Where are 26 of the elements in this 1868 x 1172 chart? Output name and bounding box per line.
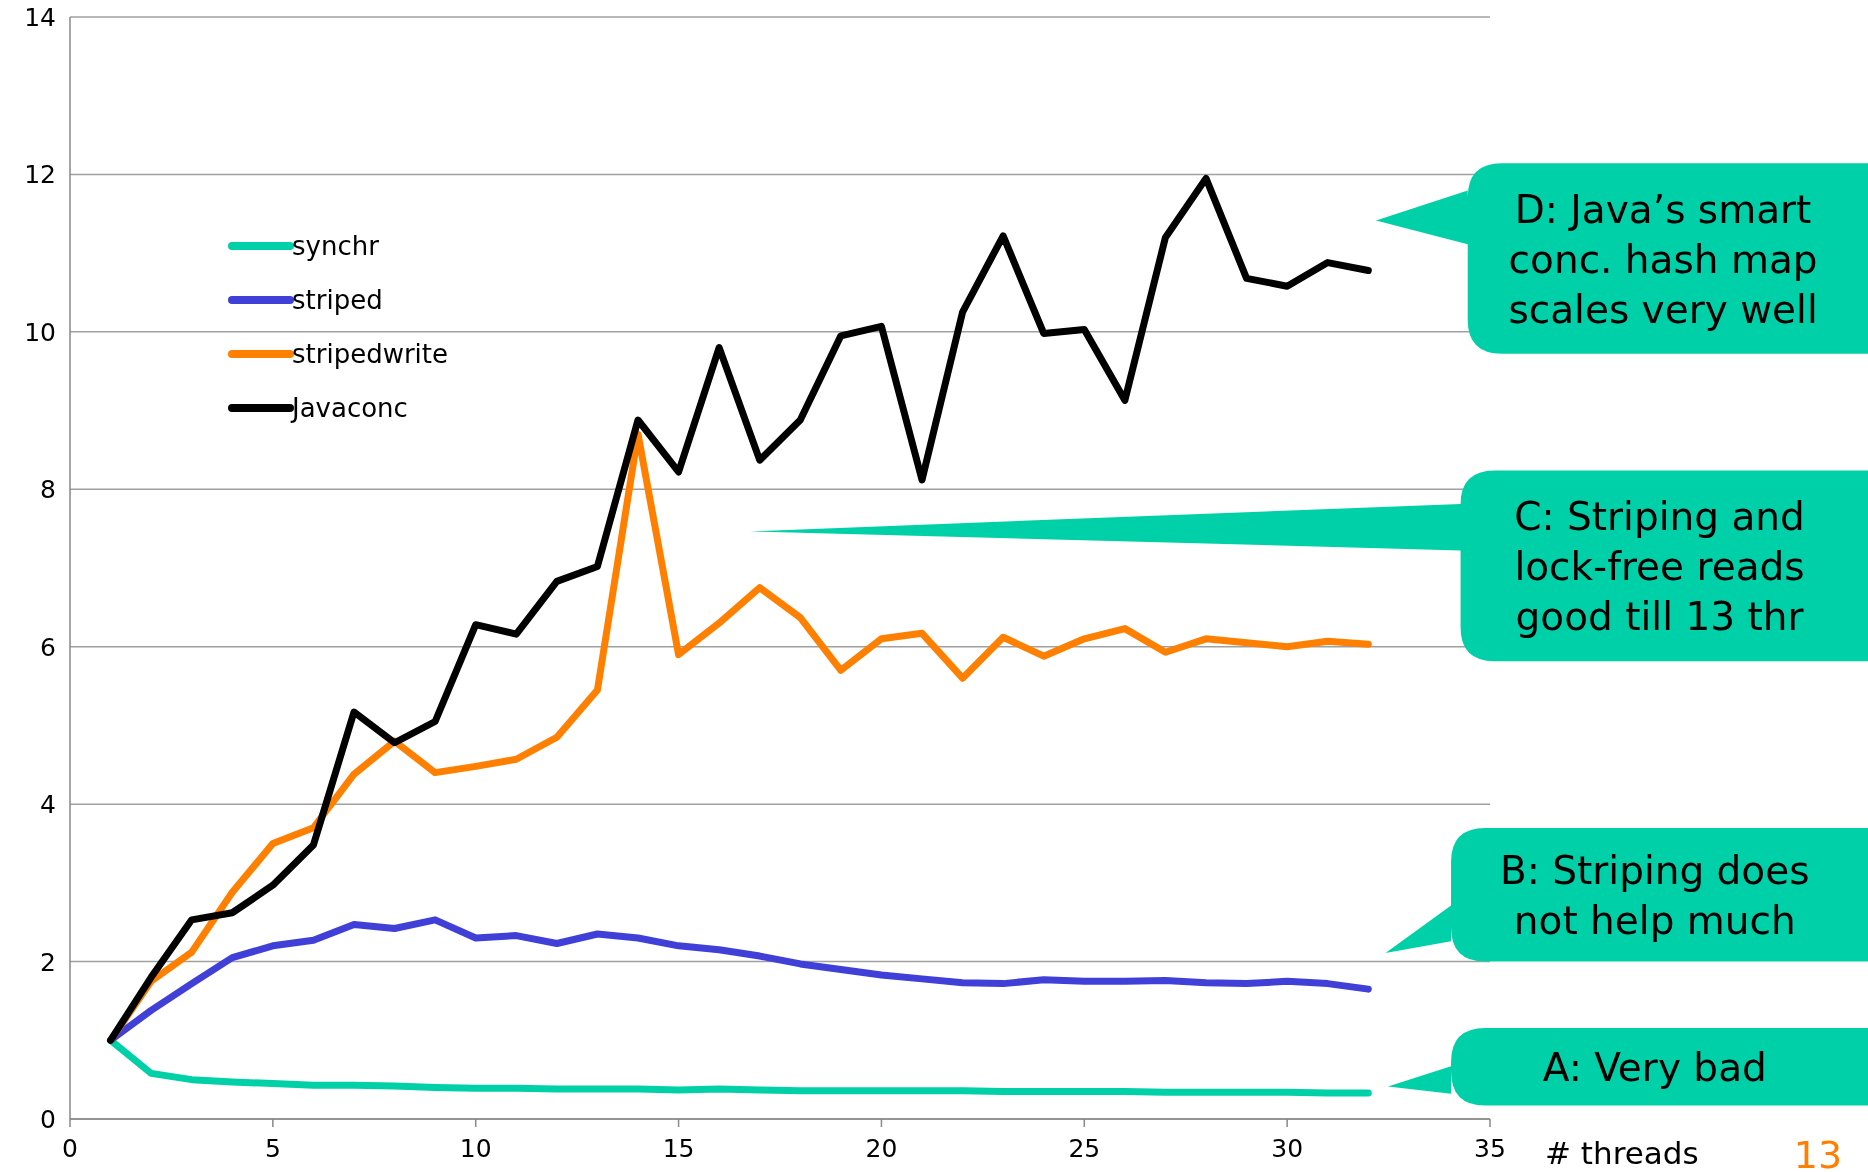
text: 13 bbox=[1793, 1133, 1843, 1172]
y-tick-label: 6 bbox=[40, 632, 56, 662]
x-tick-label: 20 bbox=[865, 1134, 898, 1163]
y-tick-label: 4 bbox=[40, 790, 56, 820]
x-tick-label: 35 bbox=[1474, 1134, 1506, 1163]
y-tick-label: 14 bbox=[24, 3, 56, 32]
x-tick-label: 15 bbox=[662, 1134, 695, 1163]
x-tick-label: 30 bbox=[1271, 1134, 1304, 1163]
legend-label: Javaconc bbox=[290, 393, 408, 423]
x-tick-label: 5 bbox=[264, 1134, 281, 1163]
x-tick-label: 10 bbox=[459, 1134, 492, 1163]
y-tick-label: 0 bbox=[40, 1105, 56, 1134]
text: A: Very bad bbox=[1542, 1044, 1767, 1090]
x-tick-label: 25 bbox=[1068, 1134, 1101, 1163]
legend-label: synchr bbox=[292, 231, 380, 261]
y-tick-label: 10 bbox=[24, 317, 56, 347]
x-tick-label: 0 bbox=[62, 1134, 78, 1163]
y-tick-label: 8 bbox=[40, 475, 56, 505]
y-tick-label: 2 bbox=[40, 947, 56, 977]
legend-label: striped bbox=[292, 285, 383, 315]
x-axis-title: # threads bbox=[1545, 1135, 1699, 1171]
text: B: Striping does not help much bbox=[1499, 847, 1810, 943]
text: C: Striping and lock-free reads good till 13 thr bbox=[1514, 493, 1805, 639]
text: D: Java’s smart conc. hash map scales very well bbox=[1508, 186, 1818, 332]
legend-label: stripedwrite bbox=[292, 339, 449, 369]
y-tick-label: 12 bbox=[24, 160, 56, 190]
